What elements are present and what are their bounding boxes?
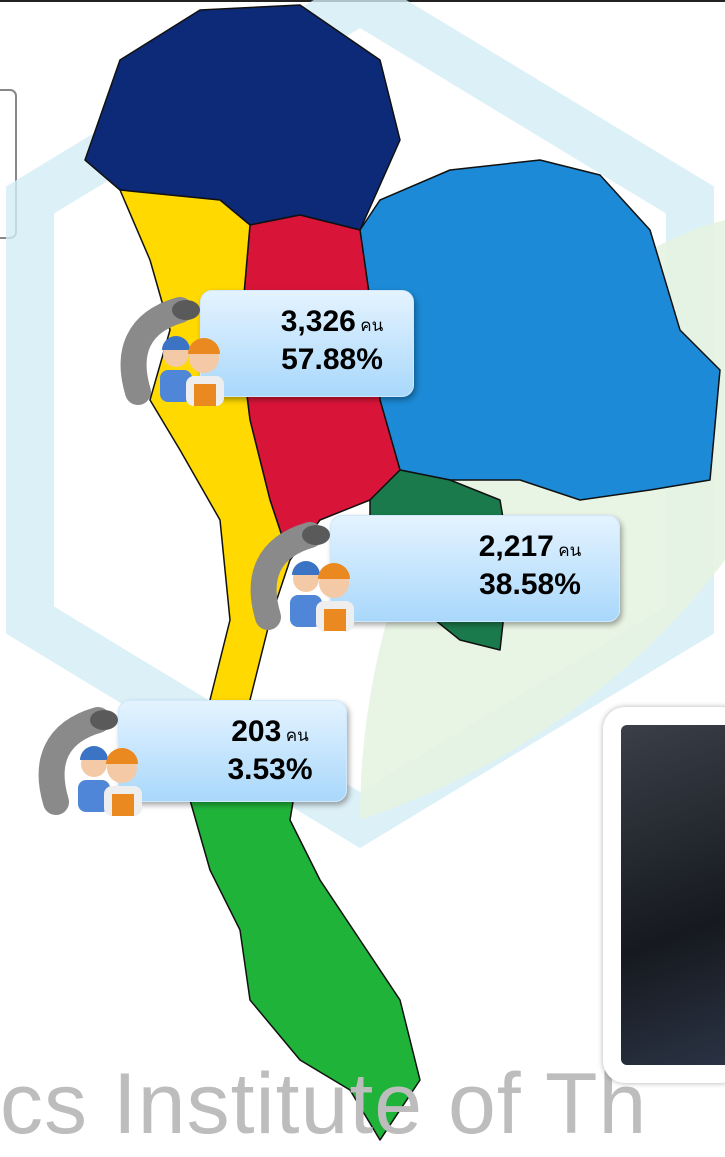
unit: คน	[285, 726, 309, 745]
percent: 38.58%	[479, 568, 581, 601]
unit: คน	[558, 541, 582, 560]
count: 203	[231, 715, 282, 748]
callout-text: 3,326 คน 57.88%	[261, 305, 403, 377]
count: 3,326	[280, 305, 356, 338]
worker-icon	[120, 297, 224, 406]
unit: คน	[360, 316, 384, 335]
photo-image	[621, 725, 725, 1065]
callout-text: 2,217 คน 38.58%	[451, 530, 609, 602]
callout: 203 คน 3.53%	[118, 700, 347, 802]
callout: 3,326 คน 57.88%	[200, 290, 414, 397]
percent: 3.53%	[227, 753, 313, 786]
worker-icon	[38, 707, 142, 816]
worker-icon	[250, 522, 354, 631]
photo	[603, 707, 725, 1083]
callout-text: 203 คน 3.53%	[204, 715, 336, 787]
callout: 2,217 คน 38.58%	[330, 515, 620, 622]
percent: 57.88%	[281, 343, 383, 376]
watermark-text: cs Institute of Th	[0, 1056, 648, 1152]
count: 2,217	[478, 530, 554, 563]
